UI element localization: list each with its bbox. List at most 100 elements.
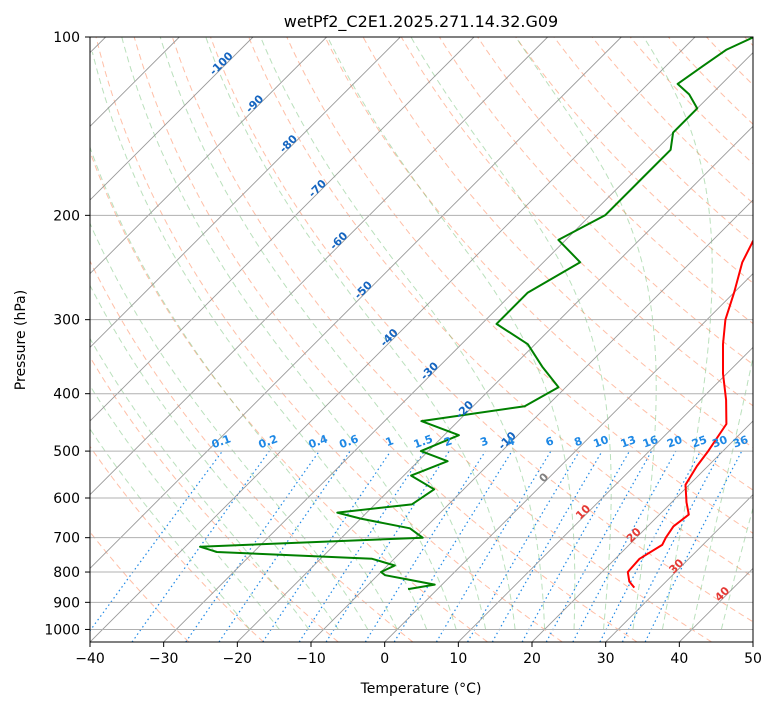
plot-frame <box>89 36 754 643</box>
isotherm-line <box>90 37 548 496</box>
isotherm-line <box>679 567 753 642</box>
x-tick-label: 50 <box>744 651 762 667</box>
mixing-ratio-label: 0.4 <box>307 432 330 451</box>
x-tick-label: −40 <box>75 651 105 667</box>
mixing-ratio-line <box>393 450 513 642</box>
mixing-ratio-line <box>466 450 580 642</box>
isotherm-line <box>384 273 753 642</box>
moist-adiabat <box>90 284 339 630</box>
isotherm-line <box>310 199 753 642</box>
mixing-ratio-line <box>364 450 486 642</box>
mixing-ratio-label: 25 <box>690 433 709 450</box>
mixing-ratio-label: 36 <box>731 433 750 451</box>
dry-adiabat <box>324 37 753 491</box>
mixing-ratio-label: 1 <box>384 434 396 449</box>
dry-adiabat <box>171 37 712 642</box>
isotherm-line <box>90 37 475 422</box>
y-tick-label: 300 <box>53 313 80 329</box>
x-tick-label: 20 <box>523 651 541 667</box>
moist-adiabat <box>91 51 428 630</box>
moist-adiabat <box>327 37 576 630</box>
moist-adiabat <box>410 37 612 630</box>
mixing-ratio-line <box>521 450 631 642</box>
background-lines <box>90 37 753 642</box>
isotherm-label: -100 <box>207 49 236 78</box>
mixing-ratio-label: 8 <box>572 434 584 449</box>
moist-adiabat <box>90 384 280 630</box>
dewpoint-line <box>199 37 753 591</box>
moist-adiabat <box>90 145 398 630</box>
isotherm-label: 40 <box>712 584 732 604</box>
y-tick-label: 900 <box>53 595 80 611</box>
mixing-ratio-label: 30 <box>710 433 729 451</box>
dry-adiabat <box>210 37 753 623</box>
isotherm-line <box>90 37 696 642</box>
dry-adiabat <box>744 37 753 47</box>
mixing-ratio-line <box>599 450 702 642</box>
y-tick-label: 800 <box>53 565 80 581</box>
dry-adiabat <box>133 37 638 642</box>
mixing-ratio-label: 20 <box>665 433 684 451</box>
moist-adiabat <box>90 428 251 630</box>
moist-adiabat <box>720 505 753 630</box>
mixing-ratio-label: 0.6 <box>338 432 361 451</box>
mixing-ratio-line <box>545 450 653 642</box>
isotherm-label: -50 <box>352 278 375 301</box>
dry-adiabat <box>95 37 563 642</box>
isotherm-label: -40 <box>378 326 401 349</box>
isotherm-label: -90 <box>243 92 266 115</box>
isotherm-label: 20 <box>624 525 644 545</box>
dry-adiabat <box>90 259 414 642</box>
x-tick-label: 30 <box>597 651 615 667</box>
moist-adiabat <box>159 37 487 630</box>
y-tick-label: 100 <box>53 30 80 46</box>
x-axis-title: Temperature (°C) <box>360 681 482 697</box>
isotherm-label: -20 <box>453 398 476 421</box>
profile-lines <box>199 37 753 591</box>
moist-adiabat <box>691 354 753 630</box>
isotherm-label: -70 <box>306 177 329 200</box>
x-axis: −40 −30 −20 −10 0 10 20 30 40 50 <box>75 642 762 667</box>
dry-adiabat <box>438 37 753 366</box>
mixing-ratio-label: 4 <box>505 434 517 449</box>
y-tick-label: 700 <box>53 531 80 547</box>
moist-adiabat <box>121 37 457 630</box>
dry-adiabat <box>90 445 264 642</box>
mixing-ratio-line <box>298 450 425 642</box>
x-tick-label: −20 <box>223 651 253 667</box>
mixing-ratio-label: 1.5 <box>412 432 435 451</box>
x-tick-label: 0 <box>380 651 389 667</box>
x-tick-label: −30 <box>149 651 179 667</box>
mixing-ratio-line <box>435 450 552 642</box>
isotherm-line <box>163 52 753 642</box>
y-tick-label: 500 <box>53 444 80 460</box>
x-tick-label: 40 <box>670 651 688 667</box>
x-tick-label: 10 <box>449 651 467 667</box>
chart-title: wetPf2_C2E1.2025.271.14.32.G09 <box>284 12 558 32</box>
mixing-ratio-label: 3 <box>478 434 490 449</box>
moist-adiabat <box>515 37 657 630</box>
mixing-ratio-label: 0.1 <box>210 432 233 451</box>
dry-adiabat <box>248 37 753 578</box>
isotherm-line <box>752 641 753 642</box>
dry-adiabat <box>706 37 753 86</box>
mixing-ratio-line <box>262 450 392 642</box>
isotherm-line <box>90 37 622 569</box>
mixing-ratio-line <box>325 450 450 642</box>
moist-adiabat <box>90 222 369 630</box>
y-tick-label: 400 <box>53 387 80 403</box>
isotherm-label: 30 <box>666 556 686 576</box>
dry-adiabat <box>90 356 339 642</box>
moist-adiabat <box>643 37 713 630</box>
mixing-ratio-label: 10 <box>592 433 611 451</box>
isotherm-label: -60 <box>327 229 350 252</box>
isotherm-label: -80 <box>277 132 300 155</box>
isotherm-line <box>90 37 401 348</box>
y-tick-label: 1000 <box>44 622 80 638</box>
mixing-ratio-label: 13 <box>619 433 638 450</box>
mixing-ratio-label: 6 <box>544 434 556 449</box>
y-tick-label: 200 <box>53 208 80 224</box>
mixing-ratio-line <box>218 450 351 642</box>
dry-adiabat <box>515 37 753 284</box>
